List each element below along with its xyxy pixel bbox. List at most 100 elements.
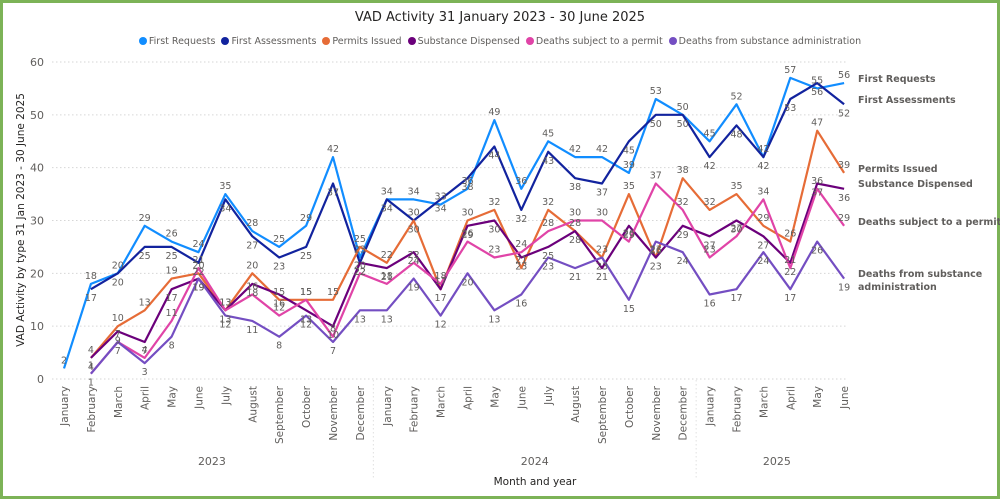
data-label: 23	[515, 261, 527, 272]
data-label: 16	[704, 298, 716, 309]
data-label: 45	[542, 128, 554, 139]
data-label: 19	[192, 283, 204, 294]
y-tick-label: 60	[30, 56, 44, 69]
data-label: 44	[488, 151, 500, 162]
data-label: 29	[461, 230, 473, 241]
legend-item[interactable]: Substance Dispensed	[407, 36, 520, 47]
data-label: 29	[623, 230, 635, 241]
data-label: 17	[166, 293, 178, 304]
x-tick-label: July	[543, 386, 555, 406]
data-label: 7	[115, 346, 121, 357]
data-label: 56	[811, 87, 823, 98]
x-tick-label: May	[167, 386, 179, 408]
data-label: 27	[704, 240, 716, 251]
data-label: 18	[381, 271, 393, 282]
data-label: 38	[677, 165, 689, 176]
legend-item[interactable]: Permits Issued	[322, 36, 402, 47]
data-label: 3	[142, 367, 148, 378]
x-tick-label: May	[812, 386, 824, 408]
series-end-label: administration	[858, 282, 937, 293]
data-label: 26	[811, 246, 823, 257]
data-label: 52	[730, 91, 742, 102]
data-label: 55	[811, 75, 823, 86]
data-label: 29	[139, 213, 151, 224]
x-tick-label: March	[113, 386, 125, 418]
legend-marker-icon	[138, 37, 147, 45]
data-label: 4	[88, 345, 94, 356]
data-label: 56	[838, 70, 850, 81]
data-label: 17	[435, 276, 447, 287]
year-label: 2023	[198, 455, 226, 468]
data-label: 20	[461, 277, 473, 288]
data-label: 21	[569, 272, 581, 283]
data-label: 22	[354, 267, 366, 278]
data-label: 34	[381, 186, 393, 197]
data-label: 28	[542, 218, 554, 229]
data-label: 25	[300, 251, 312, 262]
y-tick-label: 0	[37, 373, 44, 386]
data-label: 36	[461, 176, 473, 187]
data-label: 19	[408, 283, 420, 294]
x-tick-label: October	[624, 385, 636, 428]
x-tick-label: November	[651, 385, 663, 440]
data-label: 19	[838, 283, 850, 294]
data-label: 30	[461, 208, 473, 219]
data-label: 20	[192, 260, 204, 271]
data-label: 13	[219, 314, 231, 325]
data-label: 25	[542, 251, 554, 262]
data-label: 39	[838, 160, 850, 171]
data-label: 21	[381, 272, 393, 283]
data-label: 32	[488, 197, 500, 208]
data-label: 15	[273, 287, 285, 298]
data-label: 25	[273, 234, 285, 245]
legend-marker-icon	[525, 37, 534, 45]
data-label: 28	[569, 235, 581, 246]
data-label: 29	[677, 230, 689, 241]
data-label: 12	[435, 320, 447, 331]
x-tick-label: May	[489, 386, 501, 408]
legend-item[interactable]: First Assessments	[221, 36, 316, 47]
data-label: 15	[300, 287, 312, 298]
data-label: 16	[515, 298, 527, 309]
data-label: 50	[677, 119, 689, 130]
legend-item[interactable]: First Requests	[138, 36, 215, 47]
y-axis-label: VAD Activity by type 31 Jan 2023 - 30 Ju…	[15, 93, 27, 347]
data-label: 23	[354, 244, 366, 255]
x-axis-label: Month and year	[494, 476, 577, 488]
data-label: 30	[596, 208, 608, 219]
x-tick-label: December	[355, 385, 367, 440]
data-label: 38	[569, 182, 581, 193]
year-label: 2024	[521, 455, 549, 468]
data-label: 42	[569, 144, 581, 155]
data-label: 24	[192, 239, 204, 250]
x-tick-label: December	[678, 385, 690, 440]
x-tick-label: February	[409, 386, 421, 433]
data-label: 20	[354, 260, 366, 271]
data-label: 30	[730, 225, 742, 236]
legend-item[interactable]: Deaths subject to a permit	[525, 36, 663, 47]
series-line	[90, 182, 845, 359]
legend-label: First Assessments	[231, 36, 317, 47]
data-label: 20	[112, 277, 124, 288]
x-tick-label: February	[86, 386, 98, 433]
chart-legend: First Requests First Assessments Permits I…	[0, 36, 1000, 47]
data-label: 32	[515, 214, 527, 225]
x-tick-label: February	[732, 386, 744, 433]
data-label: 16	[246, 281, 258, 292]
data-label: 39	[623, 160, 635, 171]
data-label: 13	[219, 297, 231, 308]
data-label: 32	[677, 197, 689, 208]
data-label: 26	[623, 229, 635, 240]
y-tick-label: 50	[30, 109, 44, 122]
data-label: 53	[784, 103, 796, 114]
series-line	[90, 240, 845, 375]
data-label: 28	[246, 218, 258, 229]
data-label: 29	[300, 213, 312, 224]
data-label: 23	[704, 244, 716, 255]
series-line	[90, 182, 845, 375]
data-label: 33	[435, 192, 447, 203]
legend-item[interactable]: Deaths from substance administration	[668, 36, 861, 47]
data-label: 10	[327, 330, 339, 341]
data-label: 23	[273, 261, 285, 272]
